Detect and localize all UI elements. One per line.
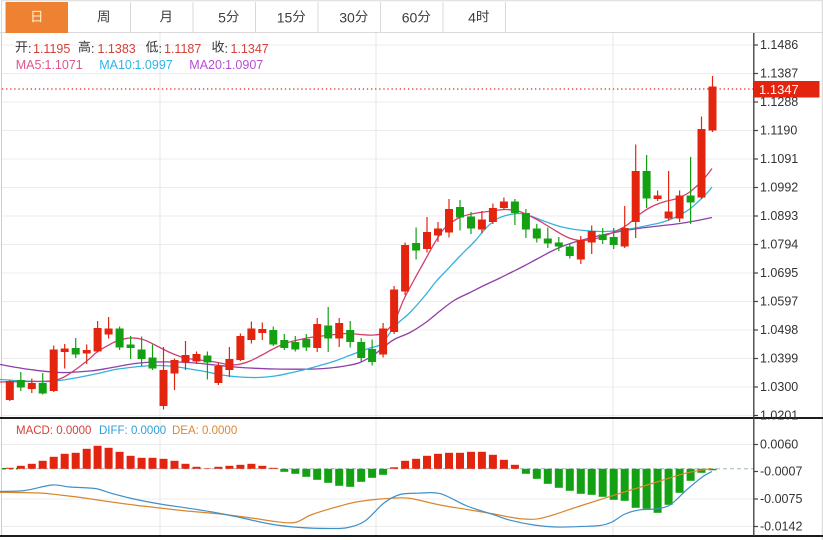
- svg-text:1.1387: 1.1387: [760, 67, 798, 81]
- svg-text:1.0992: 1.0992: [760, 181, 798, 195]
- svg-text::: :: [28, 42, 31, 56]
- svg-text:1.0997: 1.0997: [135, 58, 173, 72]
- svg-text:15: 15: [277, 10, 293, 26]
- svg-text:1.1347: 1.1347: [759, 82, 799, 97]
- svg-text:5: 5: [218, 10, 226, 26]
- svg-text:1.0893: 1.0893: [760, 209, 798, 223]
- svg-text:MACD: 0.0000: MACD: 0.0000: [16, 425, 91, 437]
- svg-text:DEA: 0.0000: DEA: 0.0000: [172, 425, 237, 437]
- svg-text:1.1383: 1.1383: [98, 42, 136, 56]
- svg-text:1.1195: 1.1195: [33, 42, 70, 56]
- svg-text:1.1288: 1.1288: [760, 95, 798, 109]
- svg-text:1.0907: 1.0907: [225, 58, 263, 72]
- svg-text:1.1091: 1.1091: [760, 152, 798, 166]
- svg-text:1.0794: 1.0794: [760, 238, 798, 252]
- svg-text:30: 30: [339, 10, 355, 26]
- svg-text:1.0695: 1.0695: [760, 266, 798, 280]
- svg-text:1.1486: 1.1486: [760, 38, 798, 52]
- svg-text:1.1187: 1.1187: [164, 42, 201, 56]
- svg-text:1.1190: 1.1190: [760, 124, 797, 138]
- svg-text:1.0597: 1.0597: [760, 295, 798, 309]
- svg-text:1.1347: 1.1347: [231, 42, 269, 56]
- svg-text::: :: [225, 42, 228, 56]
- svg-text:-0.0007: -0.0007: [760, 465, 802, 479]
- svg-text::: :: [159, 42, 162, 56]
- svg-text:1.0300: 1.0300: [760, 380, 798, 394]
- svg-text:1.0498: 1.0498: [760, 323, 798, 337]
- svg-text:-0.0142: -0.0142: [760, 520, 802, 534]
- svg-text:1.0399: 1.0399: [760, 352, 798, 366]
- svg-text:MA20:: MA20:: [189, 58, 225, 72]
- svg-text::: :: [91, 42, 94, 56]
- svg-text:4: 4: [468, 10, 476, 26]
- svg-text:1.1071: 1.1071: [45, 58, 83, 72]
- svg-text:MA5:: MA5:: [16, 58, 45, 72]
- svg-text:60: 60: [402, 10, 418, 26]
- svg-text:-0.0075: -0.0075: [760, 492, 802, 506]
- svg-text:MA10:: MA10:: [99, 58, 135, 72]
- svg-text:DIFF: 0.0000: DIFF: 0.0000: [99, 425, 166, 437]
- svg-text:1.0201: 1.0201: [760, 409, 798, 423]
- svg-text:0.0060: 0.0060: [760, 438, 798, 452]
